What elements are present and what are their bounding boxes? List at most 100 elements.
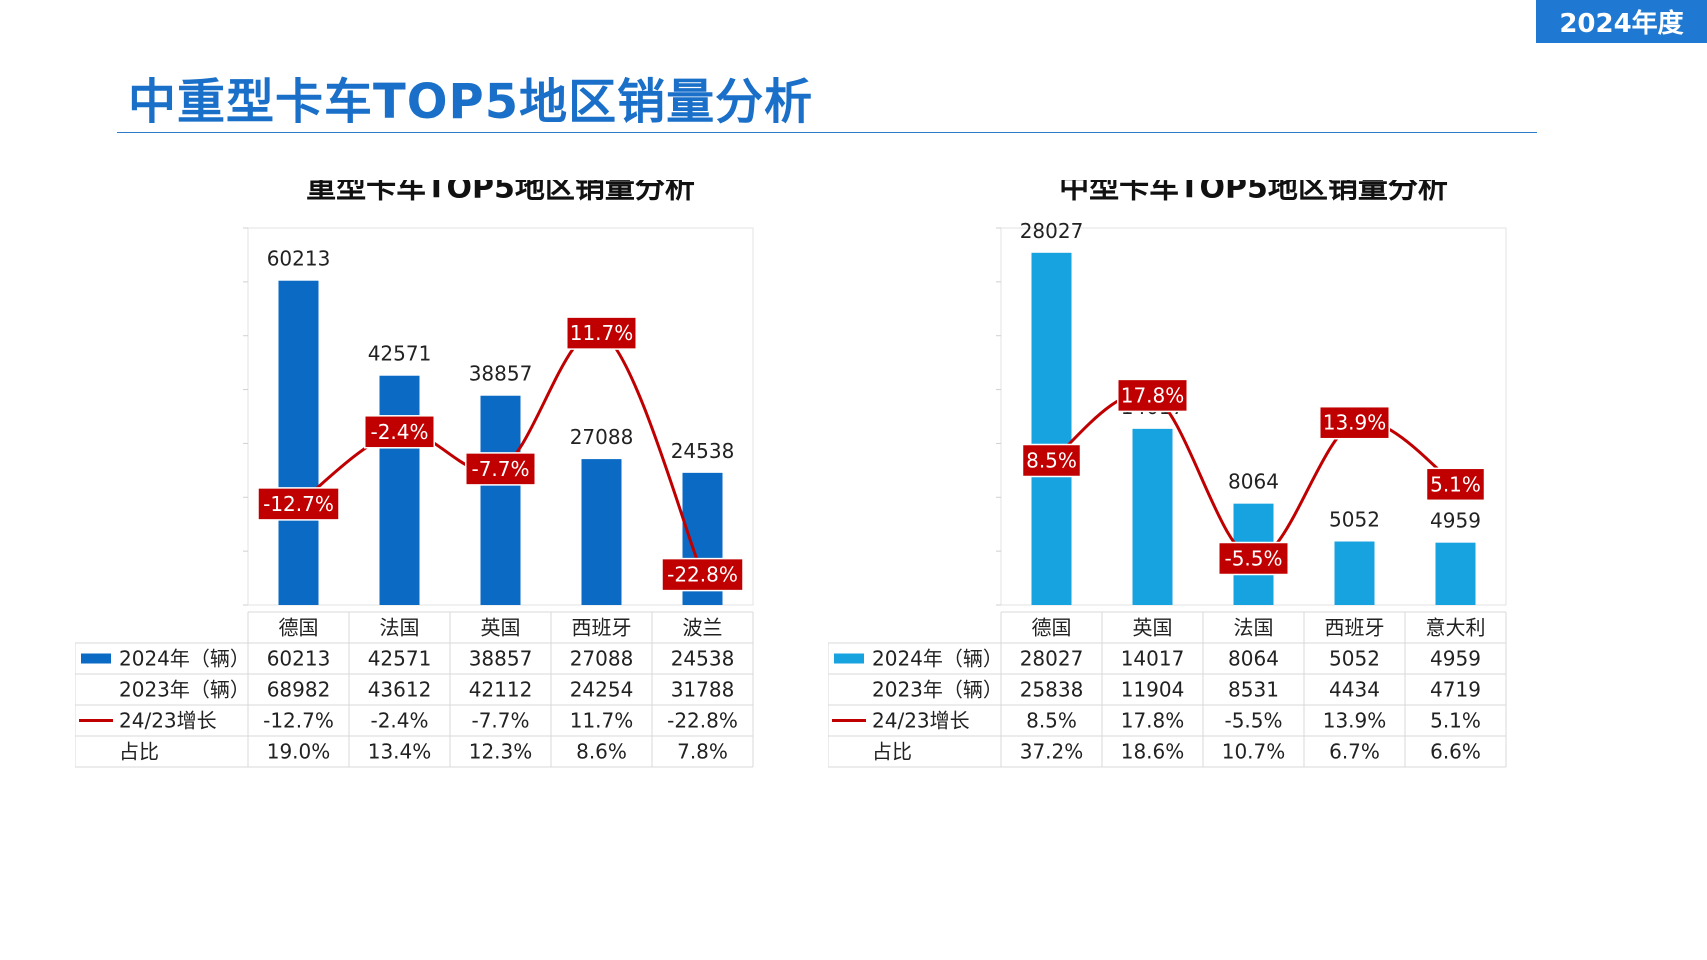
heavy-bar-英国 <box>480 395 521 605</box>
medium-growth-label: 13.9% <box>1319 405 1390 440</box>
heavy-category-label: 德国 <box>279 616 319 640</box>
medium-growth-label: -5.5% <box>1218 541 1289 576</box>
medium-table-cell: 8531 <box>1228 678 1279 702</box>
heavy-table-cell: 24254 <box>570 678 634 702</box>
heavy-bar-西班牙 <box>581 459 622 605</box>
medium-growth-label-text: 13.9% <box>1323 411 1387 435</box>
heavy-growth-label-text: -7.7% <box>471 457 529 481</box>
medium-growth-label: 8.5% <box>1021 443 1082 478</box>
heavy-table-cell: 19.0% <box>267 740 331 764</box>
heavy-growth-label-text: -2.4% <box>370 420 428 444</box>
heavy-table-cell: 12.3% <box>469 740 533 764</box>
heavy-legend-label: 2023年（辆） <box>119 678 250 702</box>
heavy-growth-label-box <box>364 415 435 449</box>
medium-table-cell: 8064 <box>1228 647 1279 671</box>
heavy-category-label: 法国 <box>380 616 420 640</box>
medium-legend-bar-key <box>834 653 864 664</box>
medium-bar-英国 <box>1132 428 1173 605</box>
heavy-bar-法国 <box>379 375 420 605</box>
heavy-bar-value-label: 60213 <box>267 247 331 271</box>
medium-table-cell: 5.1% <box>1430 709 1481 733</box>
heavy-chart-title: 重型卡车TOP5地区销量分析 <box>306 180 695 206</box>
heavy-growth-label: 11.7% <box>566 316 637 350</box>
heavy-truck-chart: 重型卡车TOP5地区销量分析 60213 42571 38857 27088 24538 -… <box>75 180 754 768</box>
heavy-table-cell: -7.7% <box>471 709 529 733</box>
medium-growth-label: 17.8% <box>1117 378 1188 413</box>
heavy-growth-label-box <box>465 452 536 486</box>
heavy-table-cell: 38857 <box>469 647 533 671</box>
medium-chart-title: 中型卡车TOP5地区销量分析 <box>1059 180 1448 206</box>
medium-table-cell: 25838 <box>1020 678 1084 702</box>
heavy-table-cell: 24538 <box>671 647 735 671</box>
heavy-growth-label: -2.4% <box>364 415 435 449</box>
medium-table-cell: 6.7% <box>1329 740 1380 764</box>
medium-table-cell: 11904 <box>1121 678 1185 702</box>
medium-table-cell: 10.7% <box>1222 740 1286 764</box>
medium-table-cell: 8.5% <box>1026 709 1077 733</box>
medium-table-cell: 6.6% <box>1430 740 1481 764</box>
medium-table-cell: 14017 <box>1121 647 1185 671</box>
heavy-table-cell: 13.4% <box>368 740 432 764</box>
heavy-table-cell: -12.7% <box>263 709 334 733</box>
medium-category-label: 意大利 <box>1426 616 1486 640</box>
heavy-table-cell: 42112 <box>469 678 533 702</box>
heavy-table-cell: 68982 <box>267 678 331 702</box>
heavy-table-cell: 7.8% <box>677 740 728 764</box>
medium-growth-label-text: 8.5% <box>1026 449 1077 473</box>
medium-truck-chart: 中型卡车TOP5地区销量分析 28027 14017 8064 5052 4959 8.5%… <box>828 180 1507 768</box>
heavy-table-cell: 43612 <box>368 678 432 702</box>
heavy-legend-label: 2024年（辆） <box>119 647 250 671</box>
heavy-growth-label-box <box>566 316 637 350</box>
medium-category-label: 德国 <box>1032 616 1072 640</box>
heavy-growth-label: -7.7% <box>465 452 536 486</box>
heavy-table-cell: 11.7% <box>570 709 634 733</box>
medium-growth-label-text: 5.1% <box>1430 472 1481 496</box>
medium-table-cell: 4719 <box>1430 678 1481 702</box>
heavy-legend-bar-key <box>81 653 111 664</box>
heavy-growth-label-text: -12.7% <box>263 492 334 516</box>
medium-growth-label-text: 17.8% <box>1121 383 1185 407</box>
medium-table-cell: 13.9% <box>1323 709 1387 733</box>
medium-legend-label: 24/23增长 <box>872 709 970 733</box>
medium-category-label: 西班牙 <box>1325 616 1385 640</box>
heavy-table-cell: 31788 <box>671 678 735 702</box>
heavy-category-label: 波兰 <box>683 616 723 640</box>
heavy-table-cell: 27088 <box>570 647 634 671</box>
medium-bar-西班牙 <box>1334 541 1375 605</box>
heavy-table-cell: -22.8% <box>667 709 738 733</box>
medium-table-cell: 4959 <box>1430 647 1481 671</box>
page-title: 中重型卡车TOP5地区销量分析 <box>128 74 814 130</box>
medium-bar-value-label: 4959 <box>1430 509 1481 533</box>
medium-category-label: 英国 <box>1133 616 1173 640</box>
medium-table-cell: 5052 <box>1329 647 1380 671</box>
heavy-category-label: 英国 <box>481 616 521 640</box>
medium-bar-value-label: 5052 <box>1329 508 1380 532</box>
heavy-bar-value-label: 27088 <box>570 425 634 449</box>
medium-growth-label-box <box>1021 443 1082 478</box>
medium-table-cell: 37.2% <box>1020 740 1084 764</box>
medium-bar-意大利 <box>1435 542 1476 605</box>
heavy-bar-德国 <box>278 280 319 605</box>
heavy-table-cell: 8.6% <box>576 740 627 764</box>
medium-growth-label-text: -5.5% <box>1224 547 1282 571</box>
heavy-bar-value-label: 38857 <box>469 362 533 386</box>
heavy-table-cell: 60213 <box>267 647 331 671</box>
heavy-growth-label-text: 11.7% <box>570 321 634 345</box>
heavy-growth-label-text: -22.8% <box>667 563 738 587</box>
medium-truck-chart-panel: 中型卡车TOP5地区销量分析 28027 14017 8064 5052 4959 8.5%… <box>828 180 1568 840</box>
year-badge: 2024年度 <box>1536 0 1707 43</box>
medium-legend-label: 2024年（辆） <box>872 647 1003 671</box>
heavy-legend-label: 占比 <box>119 740 159 764</box>
medium-table-cell: 18.6% <box>1121 740 1185 764</box>
heavy-table-cell: 42571 <box>368 647 432 671</box>
heavy-truck-chart-panel: 重型卡车TOP5地区销量分析 60213 42571 38857 27088 24538 -… <box>75 180 815 840</box>
medium-table-cell: -5.5% <box>1224 709 1282 733</box>
medium-growth-label-box <box>1117 378 1188 413</box>
medium-legend-label: 2023年（辆） <box>872 678 1003 702</box>
heavy-category-label: 西班牙 <box>572 616 632 640</box>
heavy-growth-label-box <box>257 487 340 521</box>
medium-category-label: 法国 <box>1234 616 1274 640</box>
heavy-bar-value-label: 42571 <box>368 342 432 366</box>
heavy-table-cell: -2.4% <box>370 709 428 733</box>
medium-table-cell: 17.8% <box>1121 709 1185 733</box>
